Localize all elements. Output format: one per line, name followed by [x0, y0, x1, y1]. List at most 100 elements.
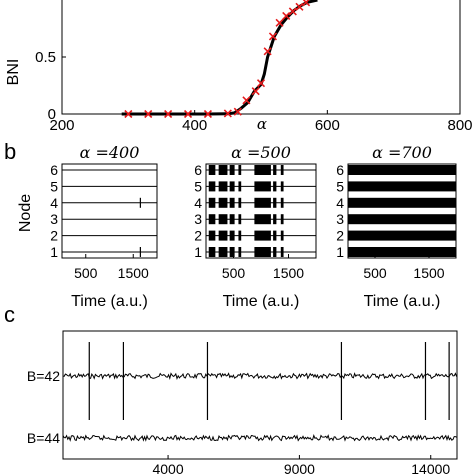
panel-a-marker-stroke: [242, 96, 251, 105]
panel-b-burst: [348, 230, 456, 241]
panel-a-xtick-label: 400: [182, 117, 207, 134]
panel-b-burst: [218, 214, 228, 225]
panel-c-xtick-label: 9000: [284, 461, 315, 474]
panel-a-ytick-label: 0.5: [35, 49, 56, 66]
panel-a-marker-stroke: [268, 32, 278, 41]
panel-b-burst: [273, 230, 277, 241]
panel-b-burst: [254, 197, 271, 208]
panel-a-marker: [242, 96, 251, 105]
panel-a-axes-frame: [61, 0, 461, 115]
panel-b-burst: [229, 165, 235, 175]
panel-b-burst: [280, 197, 284, 208]
panel-a-marker: [164, 109, 173, 119]
panel-c-trace: [62, 372, 458, 381]
panel-b-burst: [273, 181, 277, 192]
panel-b-burst: [254, 181, 271, 192]
panel-b-burst: [218, 181, 228, 192]
panel-b-xtick-label: 1500: [273, 265, 304, 281]
panel-b-ytick-label: 1: [50, 244, 58, 260]
panel-a-xlabel: α: [257, 115, 267, 133]
panel-a-marker: [256, 79, 266, 88]
panel-b-xtick-label: 1500: [118, 265, 149, 281]
panel-a-marker: [268, 32, 278, 41]
panel-b-burst: [229, 247, 235, 257]
panel-a-marker: [203, 109, 212, 119]
panel-a-marker-stroke: [302, 0, 310, 7]
panel-b-ytick-label: 5: [50, 178, 58, 194]
panel-b-burst: [238, 197, 242, 208]
panel-b-burst: [254, 214, 271, 225]
panel-b-ytick-label: 4: [50, 195, 58, 211]
panel-c-row-label: B=42: [27, 368, 60, 384]
panel-b-burst: [208, 214, 216, 225]
panel-b-burst: [280, 214, 284, 225]
panel-b-xtick-label: 1500: [413, 265, 444, 281]
panel-c-row: B=44: [27, 430, 457, 446]
panel-c-xtick-label: 14000: [411, 461, 450, 474]
panel-b-burst: [218, 230, 228, 241]
panel-b-subplot-title: α =700: [372, 143, 432, 162]
panel-b-subplot-title: α =400: [80, 143, 140, 162]
panel-a-marker-stroke: [263, 47, 272, 56]
panel-a-marker-stroke: [295, 2, 304, 11]
panel-b-xtick-label: 500: [363, 265, 387, 281]
panel-b-xlabel: Time (a.u.): [71, 293, 148, 310]
panel-b-xlabel: Time (a.u.): [364, 293, 441, 310]
panel-a-xtick-label: 800: [447, 117, 472, 134]
panel-b-burst: [348, 247, 456, 257]
panel-b-burst: [208, 230, 216, 241]
panel-a-marker-stroke: [251, 87, 260, 96]
panel-a-marker-stroke: [282, 11, 291, 21]
panel-a-marker-stroke: [288, 7, 297, 16]
panel-b-ytick-label: 4: [336, 195, 344, 211]
panel-a-ytick-label: 0: [48, 106, 56, 123]
panel-a-marker: [183, 109, 193, 119]
panel-c-letter: c: [4, 302, 15, 327]
panel-b-burst: [273, 214, 277, 225]
panel-c-xtick-label: 4000: [152, 461, 183, 474]
panel-b-burst: [348, 165, 456, 175]
panel-b-burst: [208, 197, 216, 208]
panel-b-burst: [254, 230, 271, 241]
panel-b-ytick-label: 3: [50, 211, 58, 227]
panel-b-burst: [280, 181, 284, 192]
panel-a-marker-stroke: [183, 109, 193, 119]
panel-a-marker: [124, 109, 133, 119]
panel-b-ytick-label: 2: [194, 228, 202, 244]
panel-b-burst: [280, 165, 284, 175]
panel-b-burst: [254, 247, 271, 257]
panel-b-xtick-label: 500: [222, 265, 246, 281]
panel-a-marker-stroke: [256, 79, 266, 88]
panel-c-content: B=42 B=44 4000 9000 14000: [27, 342, 458, 474]
panel-b-ytick-label: 6: [194, 162, 202, 178]
panel-a-xtick-label: 200: [49, 117, 74, 134]
panel-a-series: [121, 0, 318, 119]
panel-a-ylabel: BNI: [5, 59, 22, 86]
panel-b-ytick-label: 6: [50, 162, 58, 178]
panel-b-burst: [229, 230, 235, 241]
panel-b-burst: [280, 247, 284, 257]
panel-a-marker-stroke: [124, 109, 133, 119]
panel-a: BNI α 200 400 600 800 0 0.5: [5, 0, 473, 134]
panel-b-burst: [208, 181, 216, 192]
panel-b-burst: [273, 247, 277, 257]
panel-b-axes-frame: [61, 163, 158, 259]
panel-b-burst: [229, 197, 235, 208]
panel-a-marker: [288, 7, 297, 16]
panel-b-ytick-label: 3: [194, 211, 202, 227]
panel-b-burst: [273, 197, 277, 208]
panel-a-marker: [302, 0, 311, 7]
panel-a-marker: [275, 18, 284, 27]
panel-b-burst: [208, 247, 216, 257]
panel-a-marker-stroke: [144, 109, 153, 119]
panel-a-marker-stroke: [275, 18, 284, 27]
panel-c: c B=42 B=44 4000 9000 14000: [4, 302, 458, 474]
panel-a-marker-stroke: [223, 109, 232, 118]
panel-c-axes-frame: [62, 330, 458, 460]
panel-b-letter: b: [4, 139, 16, 164]
